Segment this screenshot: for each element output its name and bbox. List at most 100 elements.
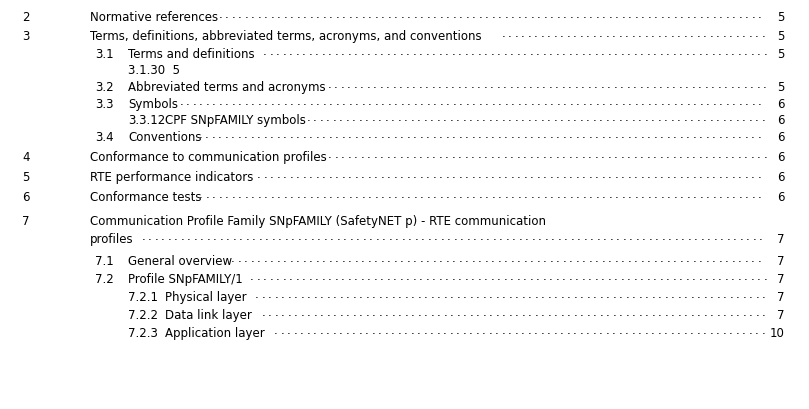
Text: .: . [380, 45, 383, 58]
Text: .: . [531, 95, 534, 108]
Text: .: . [536, 45, 540, 58]
Text: .: . [316, 8, 320, 21]
Text: .: . [502, 287, 506, 300]
Text: .: . [334, 148, 338, 161]
Text: .: . [447, 188, 450, 200]
Text: .: . [434, 229, 438, 243]
Text: .: . [602, 128, 605, 141]
Text: .: . [693, 95, 697, 108]
Text: .: . [523, 45, 527, 58]
Text: .: . [355, 8, 358, 21]
Text: .: . [307, 323, 311, 336]
Text: .: . [561, 148, 565, 161]
Text: Conformance tests: Conformance tests [90, 191, 201, 204]
Text: .: . [464, 78, 468, 91]
Text: .: . [724, 78, 727, 91]
Text: .: . [508, 305, 512, 318]
Text: .: . [355, 188, 359, 200]
Text: .: . [755, 27, 759, 40]
Text: Conformance to communication profiles: Conformance to communication profiles [90, 151, 327, 164]
Text: .: . [699, 128, 703, 141]
Text: .: . [693, 8, 697, 21]
Text: .: . [244, 8, 248, 21]
Text: .: . [560, 27, 564, 40]
Text: .: . [239, 229, 243, 243]
Text: .: . [360, 78, 363, 91]
Text: .: . [762, 305, 765, 318]
Text: .: . [452, 168, 455, 180]
Text: .: . [595, 45, 598, 58]
Text: .: . [320, 287, 324, 300]
Text: .: . [388, 128, 391, 141]
Text: .: . [606, 305, 610, 318]
Text: .: . [328, 270, 332, 282]
Text: .: . [300, 287, 304, 300]
Text: .: . [672, 148, 676, 161]
Text: .: . [465, 252, 468, 264]
Text: .: . [258, 188, 261, 200]
Text: .: . [664, 287, 668, 300]
Text: .: . [430, 111, 434, 124]
Text: Terms, definitions, abbreviated terms, acronyms, and conventions: Terms, definitions, abbreviated terms, a… [90, 30, 481, 43]
Text: .: . [691, 78, 695, 91]
Text: .: . [276, 270, 280, 282]
Text: .: . [268, 287, 272, 300]
Text: .: . [490, 270, 494, 282]
Text: .: . [400, 8, 404, 21]
Text: .: . [561, 305, 564, 318]
Text: .: . [518, 8, 521, 21]
Text: .: . [667, 8, 671, 21]
Text: .: . [385, 323, 388, 336]
Text: .: . [335, 270, 338, 282]
Text: .: . [736, 287, 739, 300]
Text: .: . [365, 323, 369, 336]
Text: .: . [270, 95, 274, 108]
Text: .: . [723, 287, 726, 300]
Text: .: . [640, 148, 643, 161]
Text: .: . [345, 323, 349, 336]
Text: .: . [579, 27, 583, 40]
Text: .: . [705, 78, 708, 91]
Text: .: . [712, 168, 716, 180]
Text: .: . [271, 188, 274, 200]
Text: .: . [690, 323, 694, 336]
Text: .: . [730, 287, 733, 300]
Text: .: . [668, 229, 671, 243]
Text: .: . [608, 252, 612, 264]
Text: .: . [371, 111, 375, 124]
Text: .: . [697, 305, 701, 318]
Text: .: . [582, 45, 585, 58]
Text: .: . [745, 188, 749, 200]
Text: .: . [757, 270, 760, 282]
Text: .: . [451, 148, 455, 161]
Text: .: . [652, 78, 656, 91]
Text: .: . [369, 229, 373, 243]
Text: .: . [620, 78, 624, 91]
Text: .: . [290, 168, 294, 180]
Text: .: . [282, 270, 286, 282]
Text: .: . [544, 229, 549, 243]
Text: .: . [274, 323, 278, 336]
Text: .: . [562, 252, 566, 264]
Text: .: . [736, 305, 739, 318]
Text: 6: 6 [22, 191, 29, 204]
Text: .: . [252, 229, 256, 243]
Text: .: . [180, 95, 183, 108]
Text: .: . [309, 252, 312, 264]
Text: .: . [430, 323, 434, 336]
Text: .: . [628, 95, 632, 108]
Text: .: . [392, 323, 395, 336]
Text: .: . [492, 95, 495, 108]
Text: .: . [561, 323, 564, 336]
Text: .: . [602, 188, 606, 200]
Text: .: . [337, 229, 340, 243]
Text: .: . [426, 188, 430, 200]
Text: .: . [281, 305, 285, 318]
Text: .: . [413, 252, 417, 264]
Text: .: . [536, 78, 539, 91]
Text: .: . [471, 148, 475, 161]
Text: .: . [710, 287, 714, 300]
Text: .: . [653, 148, 657, 161]
Text: .: . [735, 27, 739, 40]
Text: .: . [452, 95, 456, 108]
